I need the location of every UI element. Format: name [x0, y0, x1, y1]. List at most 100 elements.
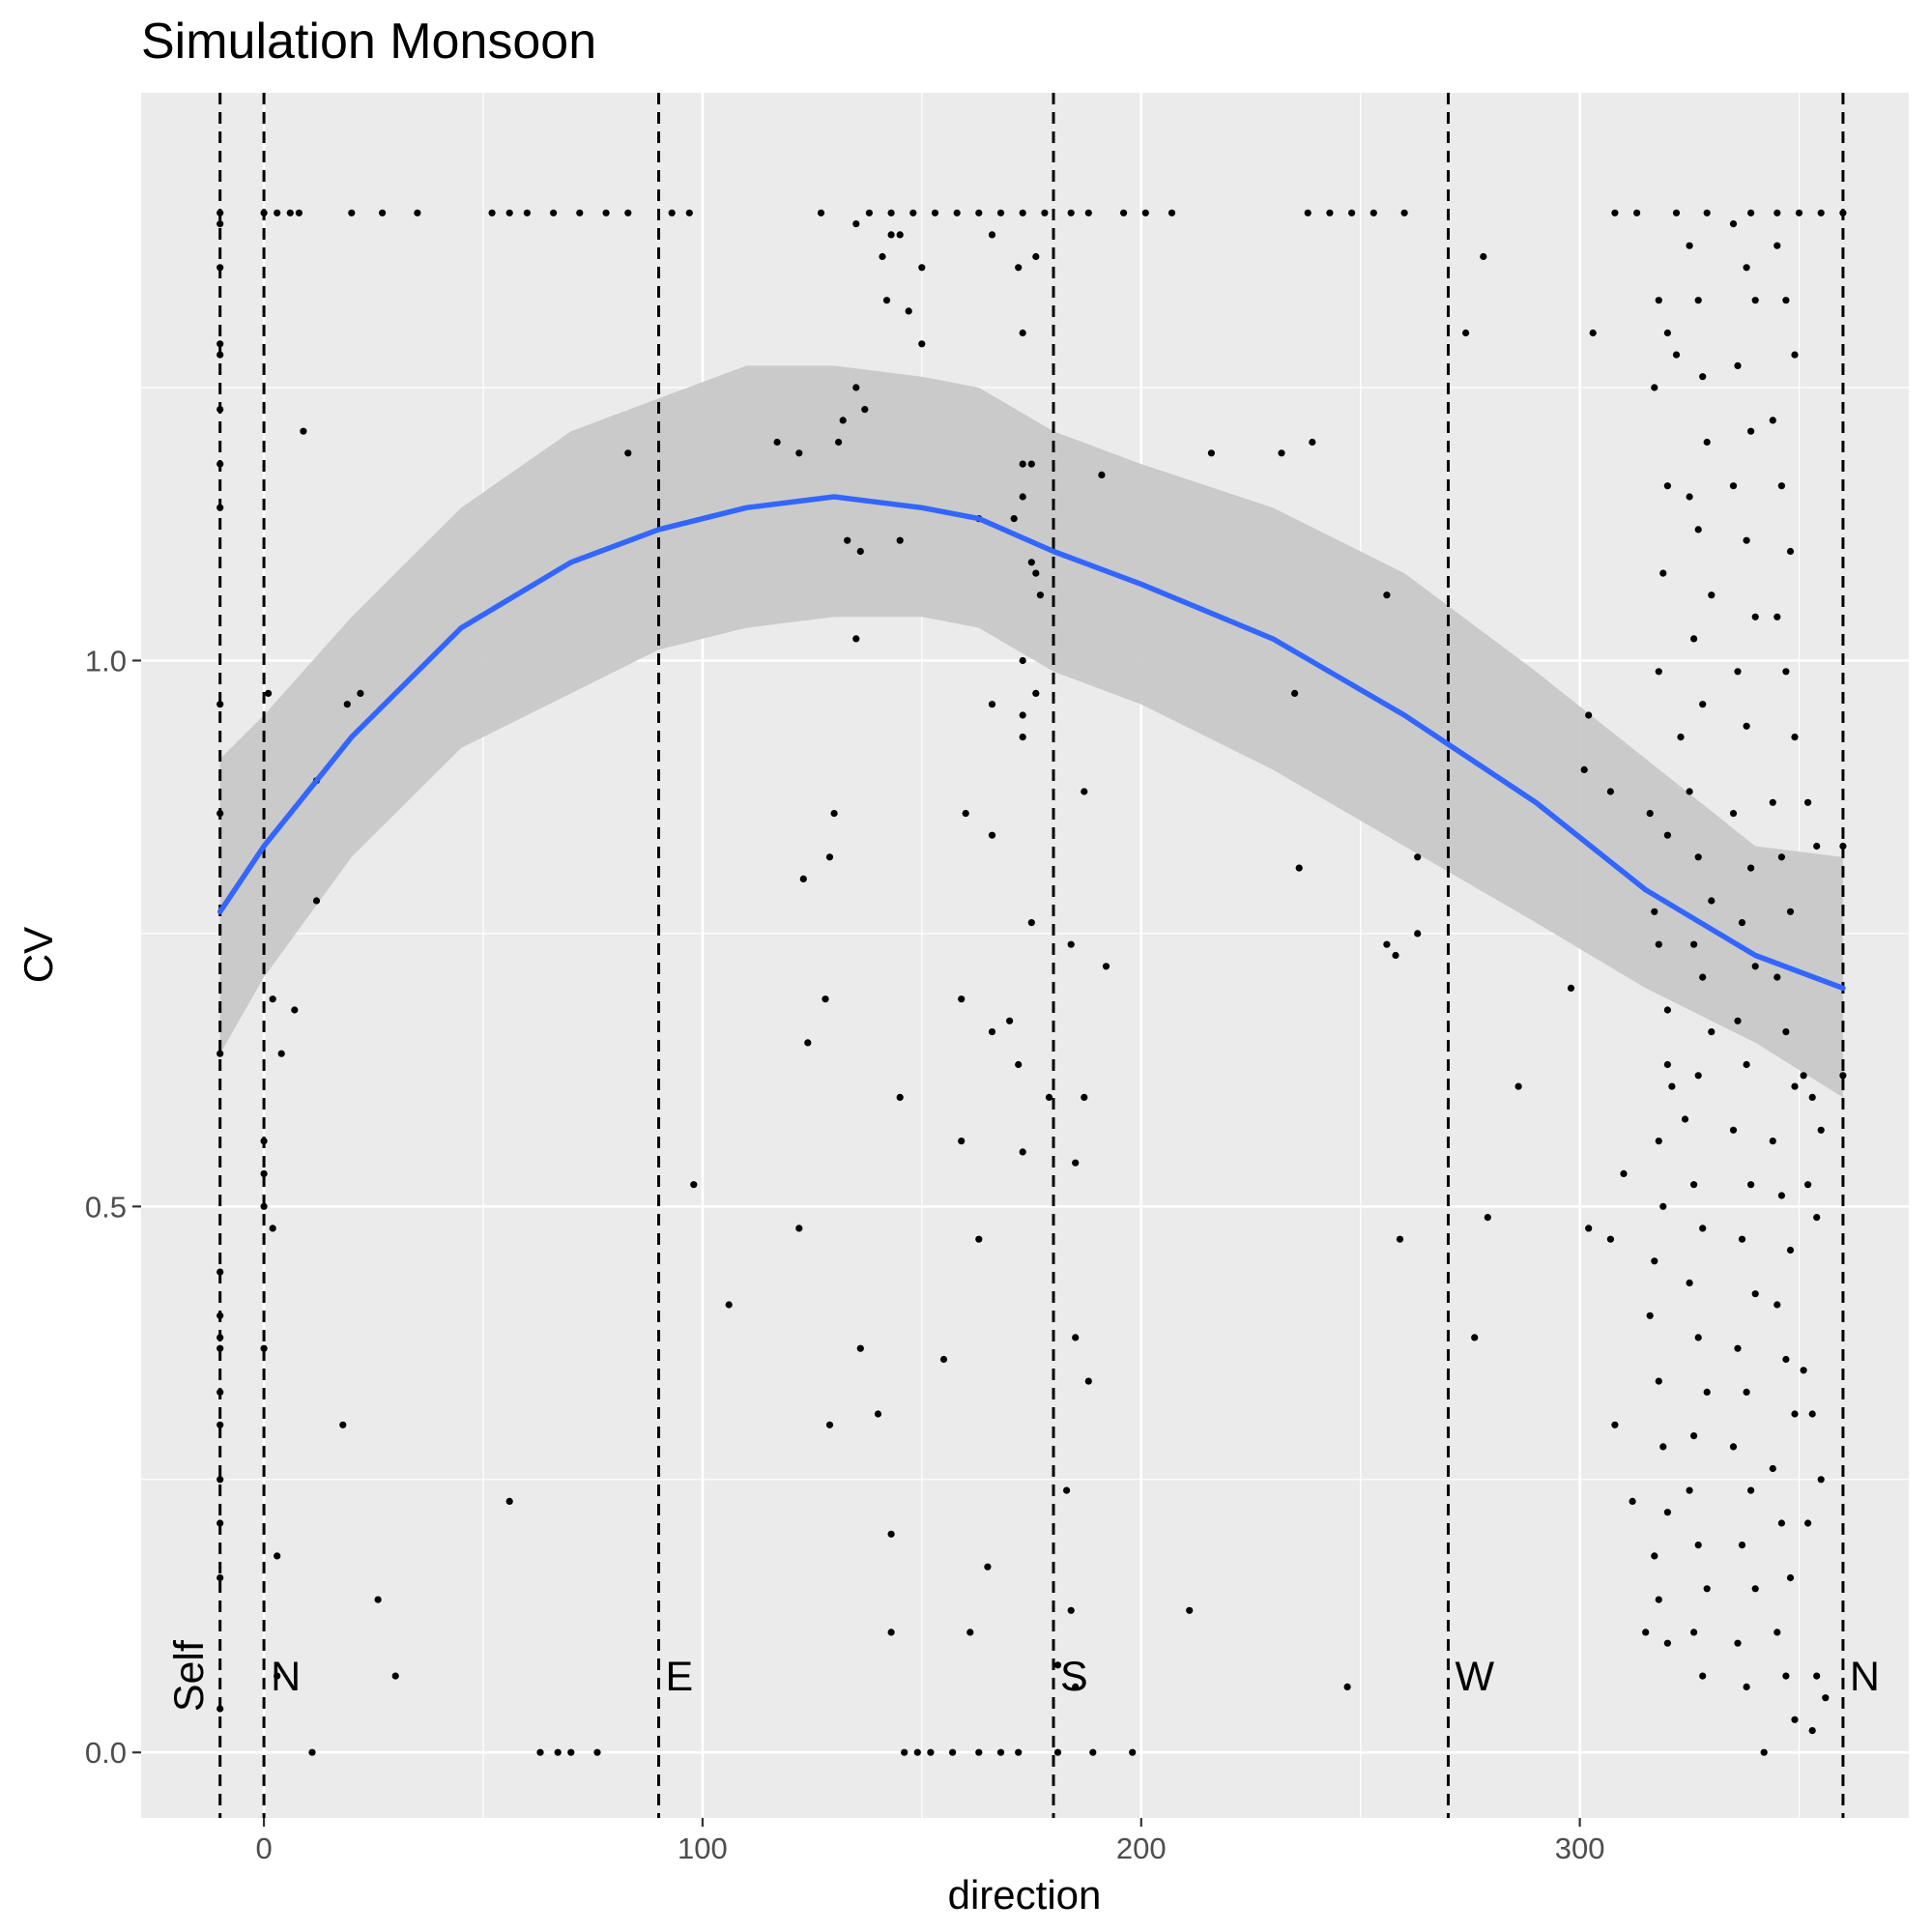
data-point — [1681, 1115, 1689, 1123]
x-tick-label: 0 — [255, 1831, 272, 1865]
data-point — [1808, 1727, 1816, 1735]
data-point — [1053, 1748, 1062, 1756]
data-point — [839, 417, 847, 424]
data-point — [291, 1006, 299, 1014]
data-point — [1743, 264, 1750, 272]
data-point — [1690, 1432, 1698, 1440]
data-point — [1690, 635, 1698, 643]
data-point — [1769, 1138, 1776, 1145]
data-point — [918, 340, 926, 348]
data-point — [939, 1355, 948, 1364]
data-point — [856, 547, 864, 556]
data-point — [1751, 1585, 1759, 1593]
data-point — [1734, 1639, 1742, 1647]
data-point — [1396, 1235, 1404, 1243]
data-point — [1585, 1225, 1593, 1232]
data-point — [1642, 1629, 1650, 1636]
data-point — [1703, 1388, 1711, 1396]
data-point — [1672, 209, 1681, 216]
data-point — [1808, 1410, 1816, 1418]
data-point — [988, 701, 996, 708]
data-point — [1651, 1552, 1658, 1560]
data-point — [1072, 1683, 1080, 1690]
data-point — [1019, 656, 1026, 665]
data-point — [1663, 1509, 1671, 1516]
data-point — [523, 209, 532, 216]
data-point — [958, 995, 966, 1003]
data-point — [887, 209, 895, 216]
reference-label: W — [1455, 1654, 1494, 1700]
data-point — [975, 209, 983, 216]
data-point — [1694, 1334, 1702, 1341]
data-point — [909, 209, 917, 216]
data-point — [799, 875, 807, 883]
data-point — [624, 209, 632, 216]
data-point — [1019, 711, 1026, 719]
data-point — [1791, 351, 1799, 359]
data-point — [1786, 908, 1795, 915]
data-point — [1514, 1082, 1522, 1090]
data-point — [1795, 209, 1803, 216]
data-point — [690, 1181, 698, 1189]
data-point — [1743, 1683, 1750, 1690]
data-point — [1053, 1661, 1062, 1669]
data-point — [1084, 209, 1092, 216]
data-point — [725, 1301, 733, 1309]
chart-title: Simulation Monsoon — [141, 14, 596, 70]
data-point — [1027, 559, 1035, 566]
data-point — [887, 1530, 895, 1538]
data-point — [1655, 297, 1662, 304]
data-point — [295, 209, 303, 216]
data-point — [988, 1028, 996, 1036]
data-point — [958, 1138, 966, 1145]
data-point — [1036, 591, 1044, 599]
data-point — [1663, 482, 1671, 490]
y-axis-title: CV — [15, 927, 61, 983]
data-point — [1694, 526, 1702, 533]
data-point — [567, 1748, 575, 1756]
data-point — [1694, 1542, 1702, 1549]
data-point — [887, 1629, 895, 1636]
x-tick-label: 200 — [1116, 1831, 1167, 1865]
data-point — [1343, 1683, 1351, 1690]
data-point — [269, 995, 276, 1003]
data-point — [773, 438, 781, 447]
data-point — [312, 897, 321, 905]
data-point — [536, 1748, 544, 1756]
data-point — [1769, 798, 1776, 806]
data-point — [1348, 209, 1356, 216]
data-point — [1383, 591, 1391, 599]
data-point — [1663, 831, 1671, 839]
data-point — [887, 231, 895, 239]
x-axis-title: direction — [948, 1872, 1102, 1918]
reference-label: N — [271, 1654, 301, 1700]
data-point — [830, 810, 838, 818]
data-point — [1777, 1519, 1785, 1527]
data-point — [1370, 209, 1377, 216]
data-point — [1672, 351, 1681, 359]
data-point — [1817, 1126, 1825, 1134]
data-point — [339, 1421, 347, 1428]
data-point — [1769, 417, 1776, 424]
data-point — [1751, 963, 1759, 970]
data-point — [1646, 810, 1654, 818]
data-point — [274, 1672, 281, 1680]
data-point — [1839, 1072, 1847, 1080]
data-point — [1655, 1138, 1662, 1145]
data-point — [901, 1748, 908, 1756]
data-point — [1690, 1181, 1698, 1189]
data-point — [1686, 1486, 1693, 1494]
data-point — [1699, 373, 1707, 381]
data-point — [1098, 471, 1106, 478]
confidence-band-area — [219, 365, 1843, 1098]
data-point — [1786, 547, 1795, 556]
data-point — [1743, 1060, 1750, 1069]
data-point — [286, 209, 294, 216]
data-point — [269, 1225, 276, 1232]
data-point — [1663, 329, 1671, 337]
data-point — [905, 307, 912, 315]
data-point — [391, 1672, 399, 1680]
data-point — [265, 689, 273, 698]
data-point — [1309, 438, 1316, 447]
data-point — [1606, 1235, 1614, 1243]
